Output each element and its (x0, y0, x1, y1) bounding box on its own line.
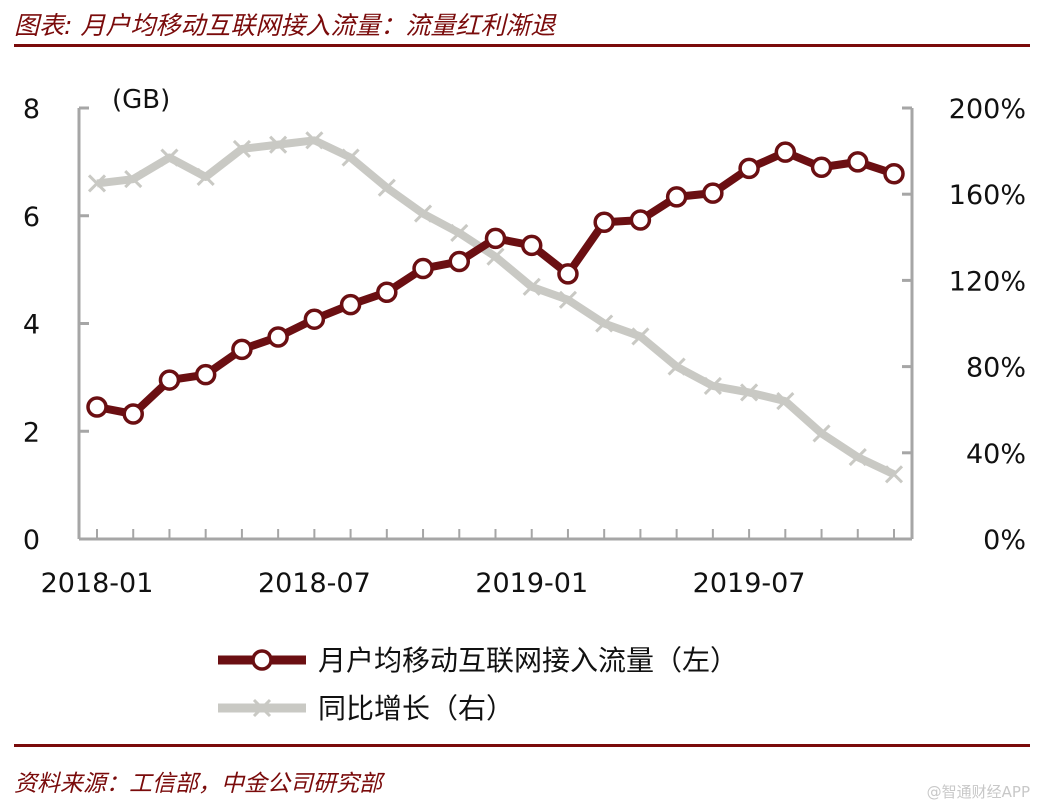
monthly-traffic-point (376, 281, 398, 304)
legend-marker-yoy-growth (252, 698, 272, 718)
yoy-growth-point (558, 290, 578, 309)
yoy-growth-point (87, 174, 107, 193)
monthly-traffic-point (520, 234, 543, 257)
monthly-traffic-point (738, 157, 760, 180)
right-y-tick-label: 80% (966, 353, 1026, 384)
right-y-tick-label: 40% (966, 439, 1026, 470)
series-line-yoy-growth (96, 136, 896, 478)
monthly-traffic-point (593, 211, 615, 233)
yoy-growth-point (124, 170, 143, 189)
source-note: 资料来源：工信部，中金公司研究部 (14, 771, 382, 797)
monthly-traffic-point (448, 250, 471, 273)
monthly-traffic-point (484, 227, 507, 250)
yoy-growth-point (377, 178, 396, 197)
monthly-traffic-point (86, 396, 108, 418)
monthly-traffic-point (810, 156, 833, 179)
yoy-growth-point (884, 465, 904, 484)
yoy-growth-point (341, 148, 360, 167)
left-y-tick-label: 4 (23, 310, 40, 341)
right-y-tick-label: 120% (949, 266, 1026, 297)
monthly-traffic-point (158, 369, 181, 391)
watermark: @智通财经APP (926, 783, 1030, 801)
monthly-traffic-point (231, 338, 253, 361)
left-y-tick-label: 2 (23, 417, 40, 448)
yoy-growth-point (486, 247, 505, 266)
x-tick-label: 2019-01 (475, 568, 588, 599)
yoy-growth-point (776, 392, 795, 411)
monthly-traffic-point (557, 263, 579, 285)
monthly-traffic-point (339, 293, 362, 316)
yoy-growth-point (703, 376, 722, 396)
yoy-growth-point (667, 357, 686, 376)
page-title: 图表: 月户均移动互联网接入流量：流量红利渐退 (14, 11, 556, 40)
monthly-traffic-point (412, 257, 434, 280)
legend-label-monthly-traffic: 月户均移动互联网接入流量（左） (318, 644, 738, 677)
legend-label-yoy-growth: 同比增长（右） (318, 692, 514, 725)
x-tick-label: 2019-07 (693, 568, 806, 599)
yoy-growth-point (848, 448, 867, 467)
x-tick-label: 2018-01 (41, 568, 154, 599)
right-y-tick-label: 160% (949, 180, 1026, 211)
header-divider (14, 44, 1030, 47)
series-line-monthly-traffic (96, 148, 896, 419)
yoy-growth-point (305, 131, 324, 150)
yoy-growth-point (196, 167, 215, 187)
monthly-traffic-point (774, 141, 797, 163)
left-y-tick-label: 0 (23, 525, 40, 556)
footer-divider (14, 744, 1030, 747)
monthly-traffic-point (122, 403, 144, 425)
monthly-traffic-point (702, 182, 724, 204)
yoy-growth-point (232, 139, 251, 159)
yoy-growth-point (450, 223, 469, 243)
right-y-tick-label: 200% (949, 94, 1026, 125)
yoy-growth-point (631, 327, 650, 346)
monthly-traffic-point (665, 186, 688, 208)
monthly-traffic-point (267, 326, 289, 348)
yoy-growth-point (522, 277, 541, 296)
yoy-growth-point (812, 424, 831, 443)
legend-marker-monthly-traffic (251, 649, 273, 671)
right-y-tick-label: 0% (983, 525, 1026, 556)
left-y-unit-label: (GB) (112, 85, 170, 115)
yoy-growth-point (269, 135, 288, 154)
x-tick-label: 2018-07 (258, 568, 371, 599)
monthly-traffic-point (629, 209, 652, 231)
yoy-growth-point (160, 148, 179, 167)
yoy-growth-point (595, 314, 614, 333)
monthly-traffic-point (847, 151, 869, 173)
left-y-tick-label: 8 (23, 94, 40, 125)
yoy-growth-point (740, 383, 759, 402)
left-y-tick-label: 6 (23, 202, 40, 233)
monthly-traffic-point (194, 363, 217, 386)
monthly-traffic-point (883, 162, 905, 185)
yoy-growth-point (413, 204, 433, 223)
monthly-traffic-point (303, 308, 326, 330)
